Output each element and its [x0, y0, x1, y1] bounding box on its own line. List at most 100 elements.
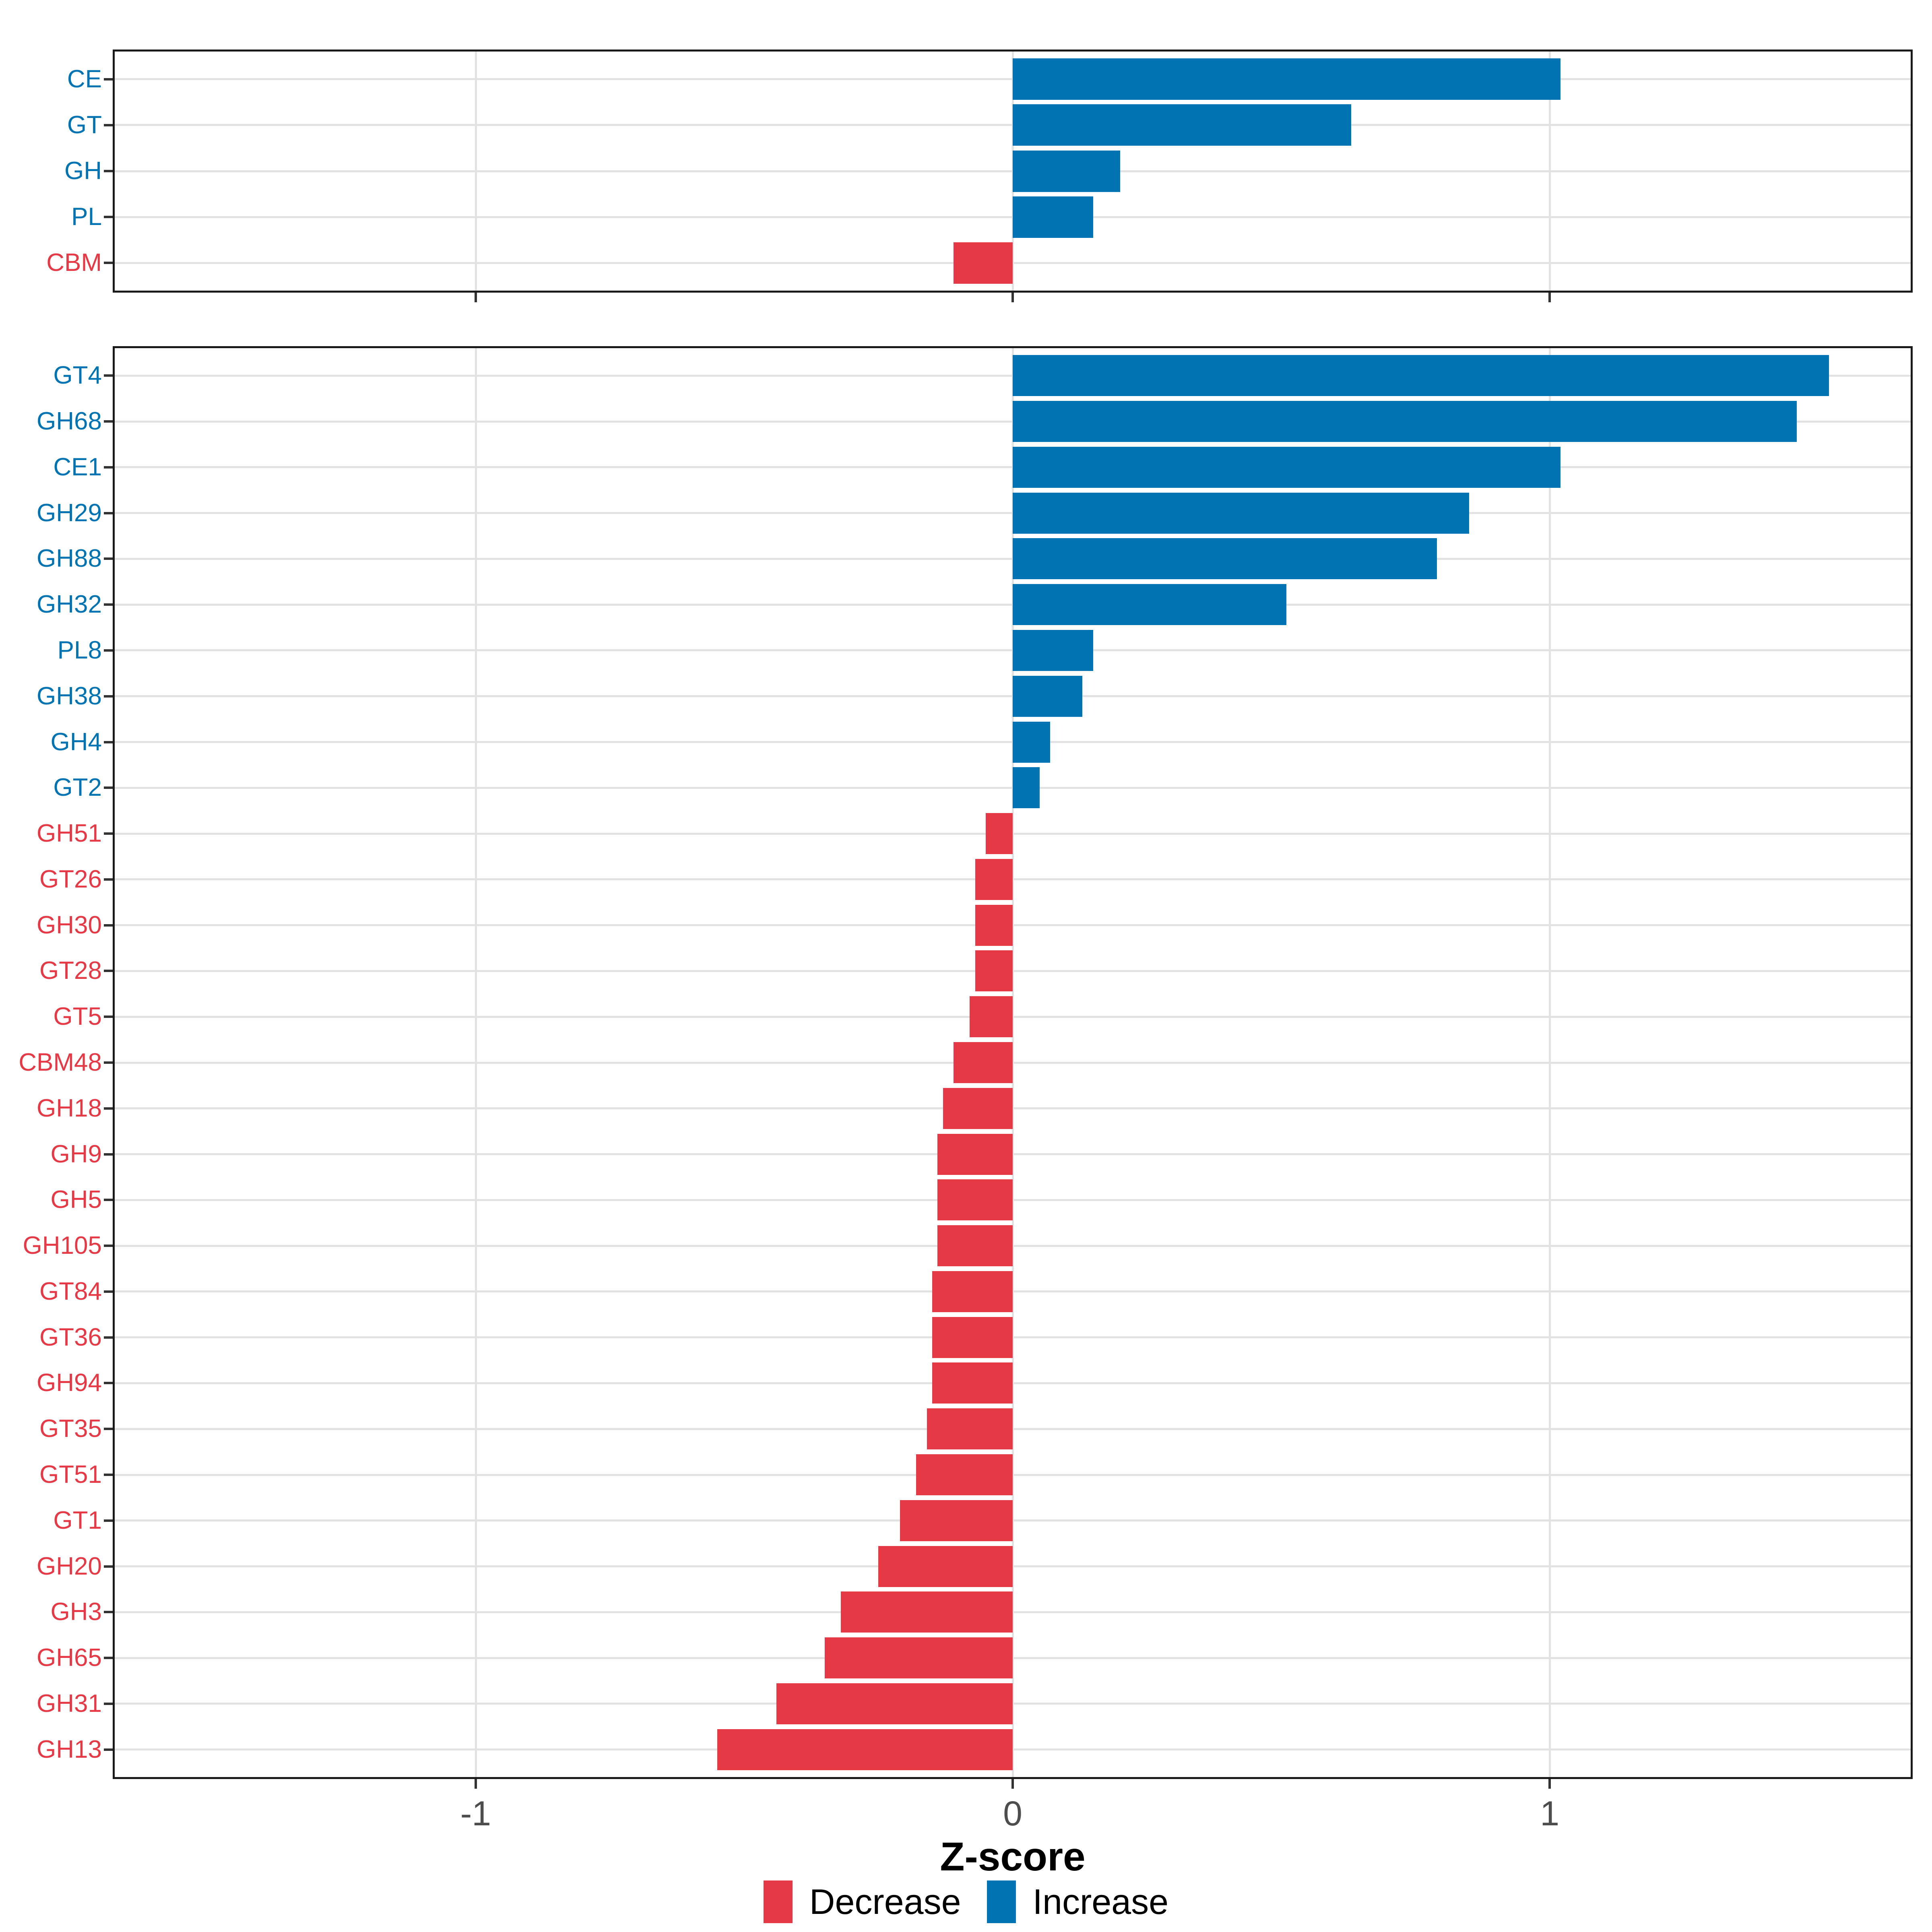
y-gridline-GT28 — [115, 970, 1911, 972]
x-tick-1 — [1548, 1779, 1551, 1789]
y-axis-label-PL8: PL8 — [57, 636, 102, 664]
x-tick-label-0: 0 — [1003, 1794, 1022, 1833]
y-axis-label-GH5: GH5 — [50, 1186, 102, 1214]
y-tick-PL — [104, 216, 113, 218]
bar-CBM — [954, 242, 1013, 284]
y-tick-GH9 — [104, 1153, 113, 1156]
y-axis-label-GH29: GH29 — [37, 499, 102, 527]
y-gridline-GT51 — [115, 1474, 1911, 1476]
y-gridline-GH30 — [115, 924, 1911, 926]
y-axis-label-CE1: CE1 — [53, 453, 102, 481]
y-axis-label-GH32: GH32 — [37, 590, 102, 618]
y-axis-label-GT: GT — [67, 111, 102, 139]
bar-CBM48 — [954, 1042, 1013, 1083]
cazyme-family-panel: -1 0 1 GT4 GH68 CE1 GH29 GH88 GH32 PL8 GH38 GH4 GT2 G… — [19, 346, 1913, 1833]
y-axis-label-PL: PL — [71, 203, 102, 231]
bar-GH94 — [932, 1362, 1013, 1404]
y-tick-GH105 — [104, 1245, 113, 1247]
y-gridline-CBM — [115, 262, 1911, 264]
y-gridline-GH51 — [115, 833, 1911, 835]
y-axis-label-GT28: GT28 — [39, 957, 102, 985]
x-axis-title: Z-score — [940, 1834, 1086, 1879]
y-tick-GT5 — [104, 1016, 113, 1018]
bar-GH — [1013, 151, 1120, 192]
y-axis-label-CE: CE — [67, 65, 102, 93]
cazyme-class-panel: CE GT GH PL CBM — [46, 50, 1913, 302]
bar-GH31 — [776, 1683, 1013, 1724]
y-axis-label-GH: GH — [64, 157, 102, 185]
y-tick-GH31 — [104, 1703, 113, 1705]
bar-GH38 — [1013, 676, 1083, 717]
bar-GH29 — [1013, 493, 1470, 534]
y-axis-label-GH9: GH9 — [50, 1140, 102, 1168]
bar-GT2 — [1013, 767, 1040, 808]
y-tick-GH4 — [104, 741, 113, 743]
legend: Decrease Increase — [0, 1880, 1932, 1923]
bar-GT1 — [900, 1500, 1013, 1541]
bar-GT36 — [932, 1317, 1013, 1358]
bar-CE1 — [1013, 447, 1560, 488]
legend-key-decrease — [763, 1880, 793, 1923]
y-axis-label-GH94: GH94 — [37, 1369, 102, 1397]
y-tick-GH88 — [104, 557, 113, 560]
y-tick-GH3 — [104, 1611, 113, 1613]
x-tick-label--1: -1 — [460, 1794, 491, 1833]
x-tick-label-1: 1 — [1540, 1794, 1560, 1833]
y-tick-CE — [104, 78, 113, 80]
y-axis-label-GH38: GH38 — [37, 682, 102, 710]
y-axis-label-GH4: GH4 — [50, 728, 102, 756]
bar-GT — [1013, 104, 1351, 146]
y-tick-CE1 — [104, 466, 113, 469]
x-tick--1 — [474, 293, 477, 302]
legend-item-decrease: Decrease — [763, 1880, 961, 1923]
y-tick-GH65 — [104, 1657, 113, 1659]
y-tick-GT36 — [104, 1336, 113, 1339]
x-tick-0 — [1011, 1779, 1014, 1789]
y-axis-label-GT5: GT5 — [53, 1003, 102, 1030]
y-gridline-GH31 — [115, 1703, 1911, 1705]
y-tick-GH51 — [104, 832, 113, 835]
y-tick-GH30 — [104, 924, 113, 927]
bar-GH88 — [1013, 538, 1437, 579]
y-axis-label-GH31: GH31 — [37, 1690, 102, 1717]
y-tick-GT51 — [104, 1474, 113, 1476]
bar-GH13 — [717, 1729, 1013, 1770]
y-axis-label-GH3: GH3 — [50, 1598, 102, 1626]
y-axis-label-GT2: GT2 — [53, 774, 102, 801]
legend-label-decrease: Decrease — [809, 1882, 961, 1922]
y-tick-GT — [104, 124, 113, 126]
y-tick-GH38 — [104, 695, 113, 698]
bar-GT84 — [932, 1271, 1013, 1312]
y-axis-label-GT36: GT36 — [39, 1323, 102, 1351]
bar-GH18 — [943, 1088, 1013, 1129]
y-tick-GH32 — [104, 603, 113, 606]
y-tick-GT2 — [104, 786, 113, 789]
y-gridline-GH65 — [115, 1657, 1911, 1659]
y-axis-label-CBM: CBM — [46, 249, 102, 277]
y-axis-label-GT4: GT4 — [53, 361, 102, 389]
y-axis-label-GH65: GH65 — [37, 1644, 102, 1672]
bar-GT28 — [975, 950, 1013, 991]
x-tick-1 — [1548, 293, 1551, 302]
y-tick-GH13 — [104, 1748, 113, 1751]
y-tick-GH5 — [104, 1199, 113, 1201]
y-axis-label-GT51: GT51 — [39, 1461, 102, 1488]
bar-CE — [1013, 58, 1560, 100]
bar-PL — [1013, 196, 1094, 238]
y-axis-label-GT84: GT84 — [39, 1278, 102, 1305]
y-tick-GH68 — [104, 420, 113, 423]
y-axis-label-GH88: GH88 — [37, 545, 102, 572]
bar-GH3 — [841, 1591, 1013, 1633]
y-gridline-GH13 — [115, 1748, 1911, 1750]
bar-GH5 — [937, 1179, 1013, 1220]
legend-item-increase: Increase — [987, 1880, 1168, 1923]
y-axis-label-GT35: GT35 — [39, 1415, 102, 1443]
bar-GH9 — [937, 1134, 1013, 1175]
y-gridline-GH94 — [115, 1382, 1911, 1384]
y-axis-label-GH68: GH68 — [37, 407, 102, 435]
bar-PL8 — [1013, 630, 1094, 671]
y-gridline-GH5 — [115, 1199, 1911, 1201]
y-gridline-GH20 — [115, 1565, 1911, 1567]
y-tick-GH — [104, 170, 113, 172]
